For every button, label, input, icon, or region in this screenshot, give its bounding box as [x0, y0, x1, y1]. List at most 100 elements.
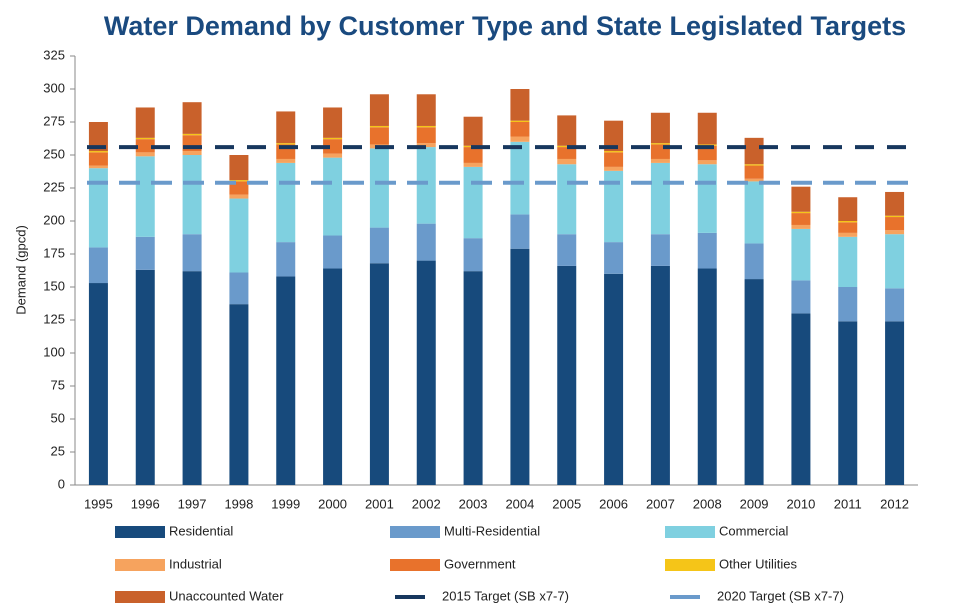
- bar-segment: [791, 228, 811, 281]
- bar-segment: [791, 280, 811, 314]
- bar-segment: [885, 215, 905, 218]
- bar-segment: [416, 143, 436, 148]
- bar-segment: [463, 166, 483, 239]
- bar-segment: [885, 217, 905, 231]
- bar-segment: [135, 156, 155, 237]
- bar-segment: [229, 198, 249, 273]
- bar-segment: [885, 234, 905, 289]
- bar-segment: [416, 147, 436, 224]
- bar-segment: [135, 269, 155, 485]
- y-tick-label: 175: [43, 245, 65, 260]
- bar-segment: [323, 107, 343, 138]
- bar-segment: [604, 152, 624, 167]
- bar-segment: [697, 164, 717, 233]
- bar-segment: [885, 288, 905, 322]
- legend-swatch: [390, 559, 440, 571]
- legend-swatch: [115, 591, 165, 603]
- bar-segment: [323, 137, 343, 140]
- bar-segment: [88, 152, 108, 166]
- bar-segment: [182, 234, 202, 272]
- legend-label: Other Utilities: [719, 556, 798, 571]
- legend-label: Multi-Residential: [444, 523, 540, 538]
- bar-segment: [557, 234, 577, 266]
- bar-segment: [650, 112, 670, 144]
- bar-segment: [182, 133, 202, 136]
- bar-segment: [697, 145, 717, 161]
- bar-segment: [557, 158, 577, 165]
- bar-segment: [276, 111, 296, 144]
- bar-segment: [838, 197, 858, 221]
- bar-segment: [229, 155, 249, 181]
- bar-segment: [885, 321, 905, 485]
- legend-label: Unaccounted Water: [169, 588, 284, 603]
- bar-segment: [650, 162, 670, 235]
- bar-segment: [838, 232, 858, 237]
- bar-segment: [604, 120, 624, 152]
- bar-segment: [463, 147, 483, 163]
- bar-segment: [182, 155, 202, 235]
- bar-segment: [88, 247, 108, 284]
- bar-segment: [323, 235, 343, 269]
- bar-segment: [276, 276, 296, 485]
- bar-segment: [744, 165, 764, 179]
- bar-segment: [323, 268, 343, 485]
- bar-segment: [276, 158, 296, 163]
- bar-segment: [650, 265, 670, 485]
- x-tick-label: 2002: [412, 496, 441, 511]
- bar-segment: [88, 122, 108, 152]
- bar-segment: [650, 234, 670, 266]
- bar-segment: [650, 143, 670, 145]
- bar-segment: [697, 160, 717, 165]
- x-tick-label: 2001: [365, 496, 394, 511]
- x-tick-label: 1998: [224, 496, 253, 511]
- bar-segment: [323, 153, 343, 158]
- x-tick-label: 2008: [693, 496, 722, 511]
- bar-segment: [88, 165, 108, 169]
- bar-segment: [229, 304, 249, 485]
- legend-swatch: [390, 526, 440, 538]
- bar-segment: [557, 265, 577, 485]
- y-tick-label: 125: [43, 311, 65, 326]
- bar-segment: [416, 260, 436, 485]
- x-tick-label: 2004: [505, 496, 534, 511]
- legend-label: 2015 Target (SB x7-7): [442, 588, 569, 603]
- bar-segment: [510, 136, 530, 142]
- bar-segment: [323, 157, 343, 236]
- bar-segment: [838, 321, 858, 485]
- bar-segment: [369, 148, 389, 228]
- y-tick-label: 25: [51, 443, 65, 458]
- bar-segment: [369, 227, 389, 264]
- legend-label: Industrial: [169, 556, 222, 571]
- x-tick-label: 2005: [552, 496, 581, 511]
- bar-segment: [650, 158, 670, 163]
- x-tick-label: 2010: [786, 496, 815, 511]
- x-tick-label: 2009: [740, 496, 769, 511]
- bar-segment: [135, 236, 155, 270]
- bar-segment: [510, 214, 530, 249]
- y-tick-label: 275: [43, 113, 65, 128]
- legend-swatch: [115, 559, 165, 571]
- bar-segment: [697, 232, 717, 269]
- bar-segment: [510, 248, 530, 485]
- bar-segment: [135, 139, 155, 153]
- bar-segment: [510, 120, 530, 122]
- bar-segment: [369, 263, 389, 485]
- bar-segment: [88, 168, 108, 248]
- y-tick-label: 150: [43, 278, 65, 293]
- bar-segment: [697, 112, 717, 145]
- bar-segment: [791, 313, 811, 485]
- x-tick-label: 1997: [178, 496, 207, 511]
- bar-segment: [463, 162, 483, 167]
- bar-segment: [838, 236, 858, 287]
- bar-segment: [323, 139, 343, 154]
- x-tick-label: 2003: [459, 496, 488, 511]
- y-tick-label: 250: [43, 146, 65, 161]
- bar-segment: [135, 107, 155, 138]
- bar-segment: [510, 141, 530, 215]
- y-tick-label: 325: [43, 47, 65, 62]
- bar-segment: [182, 102, 202, 134]
- bar-segment: [276, 143, 296, 145]
- bar-segment: [697, 268, 717, 485]
- bar-segment: [744, 181, 764, 244]
